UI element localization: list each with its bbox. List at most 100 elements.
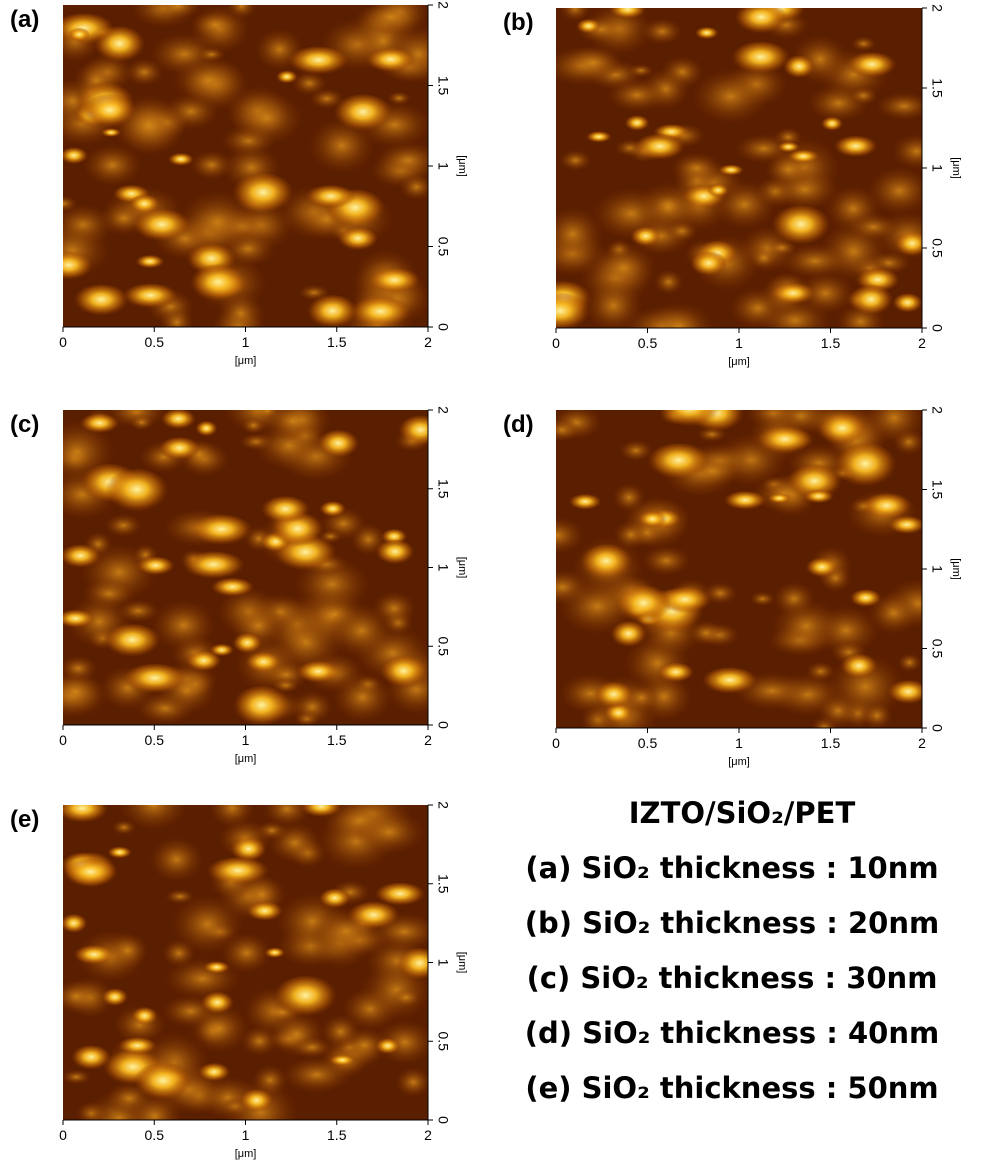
grain-bright	[63, 544, 102, 570]
grain-bright	[317, 430, 360, 460]
grain	[164, 888, 195, 905]
y-unit: [μm]	[950, 157, 962, 179]
grain-bright	[245, 651, 282, 674]
grain	[861, 701, 893, 728]
grain-bright	[657, 662, 695, 684]
grain	[770, 599, 842, 653]
grain	[170, 894, 245, 955]
grain	[271, 677, 300, 694]
grain-bright	[264, 947, 286, 959]
grain	[619, 439, 654, 462]
grain-bright	[396, 948, 428, 982]
x-tick-label: 1.5	[327, 1127, 347, 1143]
grain-bright	[647, 443, 711, 481]
grain-bright	[63, 251, 93, 282]
grain-bright	[657, 587, 713, 615]
grain-bright	[349, 296, 412, 327]
grain	[866, 166, 922, 216]
grain-bright	[233, 686, 290, 725]
grain-bright	[135, 255, 165, 270]
y-tick-label: 0	[435, 323, 451, 331]
x-tick-label: 1.5	[327, 732, 347, 748]
grain-bright	[63, 914, 88, 935]
grain-bright	[593, 681, 634, 710]
grain-bright	[63, 147, 89, 166]
grain-bright	[777, 141, 801, 154]
grain-bright	[128, 194, 160, 215]
x-tick-label: 2	[424, 732, 432, 748]
grain-bright	[333, 94, 393, 134]
grain-bright	[160, 410, 196, 431]
y-unit: [μm]	[950, 558, 962, 580]
panel-label: (c)	[10, 411, 39, 438]
legend-item: (c) SiO₂ thickness : 30nm	[527, 961, 938, 995]
grain-bright	[73, 945, 115, 966]
grain-bright	[306, 295, 358, 327]
grain	[641, 545, 692, 577]
x-tick-label: 0	[552, 335, 560, 351]
grain-bright	[195, 421, 218, 438]
grain-bright	[300, 805, 343, 819]
grain-bright	[206, 857, 270, 887]
y-tick-label: 1.5	[435, 76, 451, 96]
grain-bright	[803, 489, 834, 505]
grain-bright	[848, 284, 894, 317]
afm-panel	[556, 8, 922, 328]
x-tick-label: 0.5	[145, 334, 165, 350]
grain-bright	[67, 27, 91, 43]
x-unit: [μm]	[728, 356, 750, 368]
grain-bright	[375, 539, 415, 566]
afm-panel	[63, 5, 428, 327]
grain	[191, 11, 239, 39]
grain-bright	[610, 621, 648, 649]
grain-bright	[79, 413, 120, 435]
x-tick-label: 1	[735, 735, 743, 751]
x-tick-label: 2	[424, 334, 432, 350]
grain-bright	[637, 510, 668, 530]
grain-bright	[71, 1045, 112, 1072]
grain-bright	[158, 437, 201, 462]
grain	[129, 414, 154, 431]
grain-bright	[734, 8, 788, 36]
grain-bright	[816, 412, 868, 447]
grain	[171, 56, 246, 105]
grain-bright	[894, 231, 922, 258]
x-tick-label: 0	[552, 735, 560, 751]
x-tick-label: 0	[59, 732, 67, 748]
y-tick-label: 1	[435, 162, 451, 170]
grain	[690, 68, 770, 125]
x-tick-label: 1	[242, 732, 250, 748]
grain	[624, 684, 659, 712]
grain	[264, 410, 322, 441]
grain	[653, 269, 684, 295]
grain-bright	[615, 585, 672, 625]
grain	[395, 1066, 428, 1098]
grain	[188, 1003, 251, 1054]
x-tick-label: 0.5	[145, 1127, 165, 1143]
grain-bright	[136, 556, 175, 577]
panel-label: (e)	[10, 806, 39, 833]
y-tick-label: 2	[435, 406, 451, 414]
panel-label: (d)	[503, 411, 534, 438]
grain	[669, 152, 723, 184]
grain	[779, 243, 851, 279]
grain	[556, 206, 604, 262]
grain-bright	[200, 991, 235, 1016]
grain	[150, 599, 217, 652]
x-unit: [μm]	[235, 1148, 257, 1160]
grain-bright	[718, 164, 744, 177]
legend-item: (b) SiO₂ thickness : 20nm	[525, 906, 939, 940]
grain-bright	[767, 493, 792, 505]
grain	[208, 805, 256, 828]
grain-bright	[556, 293, 591, 328]
legend-item: (e) SiO₂ thickness : 50nm	[525, 1071, 938, 1105]
y-tick-label: 2	[435, 1, 451, 9]
x-tick-label: 2	[918, 735, 926, 751]
grain	[613, 520, 649, 550]
y-tick-label: 1	[929, 565, 945, 573]
grain-bright	[568, 494, 602, 511]
grain-bright	[575, 19, 602, 35]
grain-bright	[167, 153, 195, 167]
grain-bright	[275, 70, 298, 85]
grain-bright	[585, 131, 612, 144]
